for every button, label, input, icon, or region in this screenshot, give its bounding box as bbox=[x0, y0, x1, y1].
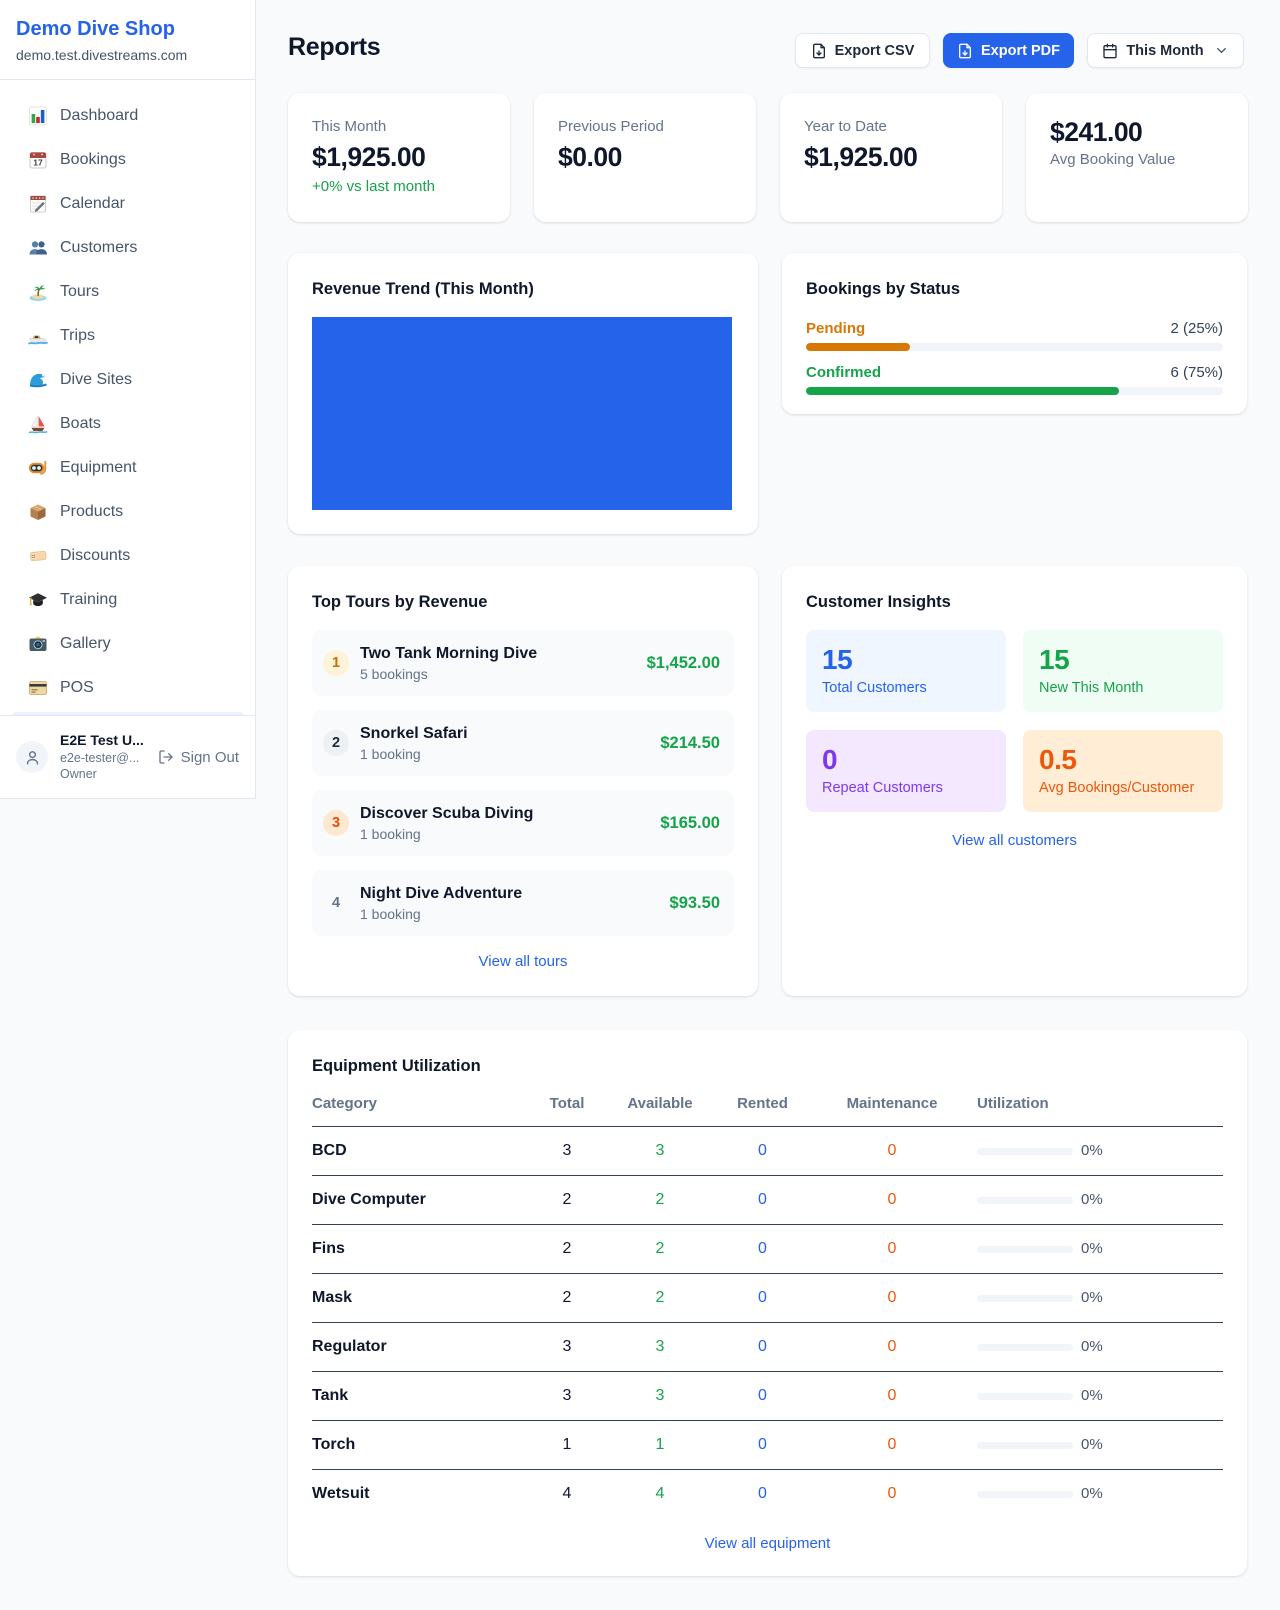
svg-text:17: 17 bbox=[33, 158, 43, 168]
